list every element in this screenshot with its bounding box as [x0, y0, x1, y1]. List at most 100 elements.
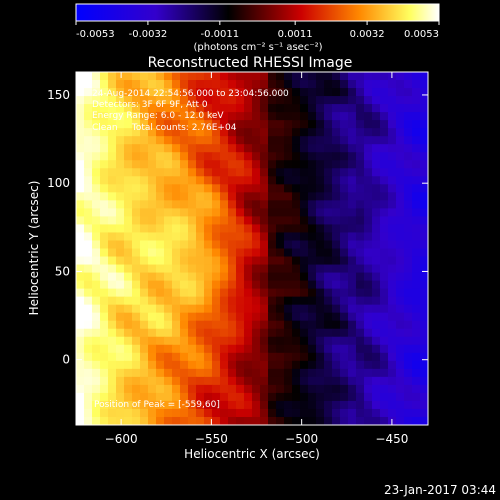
heatmap-cell — [164, 272, 173, 282]
heatmap-cell — [124, 360, 133, 370]
heatmap-cell — [76, 248, 85, 258]
heatmap-cell — [372, 256, 381, 266]
heatmap-cell — [236, 184, 245, 193]
heatmap-cell — [252, 360, 261, 370]
heatmap-cell — [228, 272, 237, 282]
heatmap-cell — [404, 208, 413, 218]
heatmap-cell — [284, 288, 293, 298]
heatmap-cell — [180, 208, 189, 218]
heatmap-cell — [396, 400, 405, 410]
heatmap-cell — [356, 208, 365, 218]
heatmap-cell — [356, 104, 365, 113]
heatmap-cell — [268, 376, 277, 386]
heatmap-cell — [140, 408, 149, 418]
heatmap-cell — [348, 344, 357, 354]
heatmap-cell — [364, 392, 373, 402]
heatmap-cell — [260, 96, 269, 105]
heatmap-cell — [172, 416, 181, 425]
heatmap-cell — [348, 248, 357, 258]
heatmap-cell — [252, 72, 261, 81]
heatmap-cell — [180, 264, 189, 274]
heatmap-cell — [100, 128, 109, 137]
heatmap-cell — [364, 160, 373, 169]
heatmap-cell — [108, 176, 117, 185]
heatmap-cell — [404, 336, 413, 346]
heatmap-cell — [364, 136, 373, 145]
heatmap-cell — [124, 384, 133, 394]
heatmap-cell — [220, 408, 229, 418]
heatmap-cell — [196, 112, 205, 121]
heatmap-cell — [396, 160, 405, 169]
heatmap-cell — [84, 184, 93, 193]
heatmap-cell — [132, 160, 141, 169]
heatmap-cell — [348, 288, 357, 298]
heatmap-cell — [180, 144, 189, 153]
heatmap-cell — [308, 256, 317, 266]
heatmap-cell — [380, 112, 389, 121]
heatmap-cell — [300, 368, 309, 378]
heatmap-cell — [332, 240, 341, 250]
heatmap-cell — [324, 264, 333, 274]
heatmap-cell — [76, 288, 85, 298]
heatmap-cell — [188, 248, 197, 258]
heatmap-cell — [268, 272, 277, 282]
heatmap-cell — [300, 344, 309, 354]
heatmap-cell — [156, 312, 165, 322]
heatmap-cell — [380, 256, 389, 266]
heatmap-cell — [380, 280, 389, 290]
heatmap-cell — [164, 400, 173, 410]
heatmap-cell — [332, 152, 341, 161]
heatmap-cell — [252, 272, 261, 282]
heatmap-cell — [236, 288, 245, 298]
heatmap-cell — [300, 224, 309, 234]
heatmap-cell — [116, 384, 125, 394]
heatmap-cell — [204, 400, 213, 410]
heatmap-cell — [252, 232, 261, 242]
heatmap-cell — [356, 192, 365, 201]
heatmap-cell — [140, 312, 149, 322]
heatmap-cell — [84, 232, 93, 242]
heatmap-cell — [76, 112, 85, 121]
heatmap-cell — [148, 384, 157, 394]
heatmap-cell — [268, 216, 277, 226]
heatmap-cell — [316, 224, 325, 234]
heatmap-cell — [148, 176, 157, 185]
heatmap-cell — [396, 112, 405, 121]
heatmap-cell — [324, 320, 333, 330]
heatmap-cell — [140, 72, 149, 81]
heatmap-cell — [140, 392, 149, 402]
heatmap-cell — [372, 104, 381, 113]
heatmap-cell — [236, 360, 245, 370]
heatmap-cell — [228, 112, 237, 121]
heatmap-cell — [420, 336, 428, 346]
heatmap-cell — [412, 240, 421, 250]
heatmap-cell — [236, 336, 245, 346]
heatmap-cell — [396, 336, 405, 346]
heatmap-cell — [180, 128, 189, 137]
heatmap-cell — [292, 168, 301, 177]
heatmap-cell — [324, 144, 333, 153]
heatmap-cell — [220, 304, 229, 314]
heatmap-cell — [284, 344, 293, 354]
heatmap-cell — [196, 120, 205, 129]
heatmap-cell — [92, 152, 101, 161]
heatmap-cell — [324, 184, 333, 193]
heatmap-cell — [252, 160, 261, 169]
heatmap-cell — [140, 112, 149, 121]
heatmap-cell — [356, 312, 365, 322]
heatmap-cell — [196, 368, 205, 378]
heatmap-cell — [332, 344, 341, 354]
heatmap-cell — [324, 104, 333, 113]
heatmap-cell — [132, 104, 141, 113]
heatmap-cell — [284, 160, 293, 169]
heatmap-cell — [140, 216, 149, 226]
heatmap-cell — [108, 336, 117, 346]
heatmap-cell — [84, 240, 93, 250]
heatmap-cell — [308, 344, 317, 354]
heatmap-cell — [364, 72, 373, 81]
heatmap-cell — [220, 360, 229, 370]
x-tick-label: −600 — [105, 432, 138, 446]
heatmap-cell — [284, 216, 293, 226]
heatmap-cell — [292, 336, 301, 346]
heatmap-cell — [284, 304, 293, 314]
